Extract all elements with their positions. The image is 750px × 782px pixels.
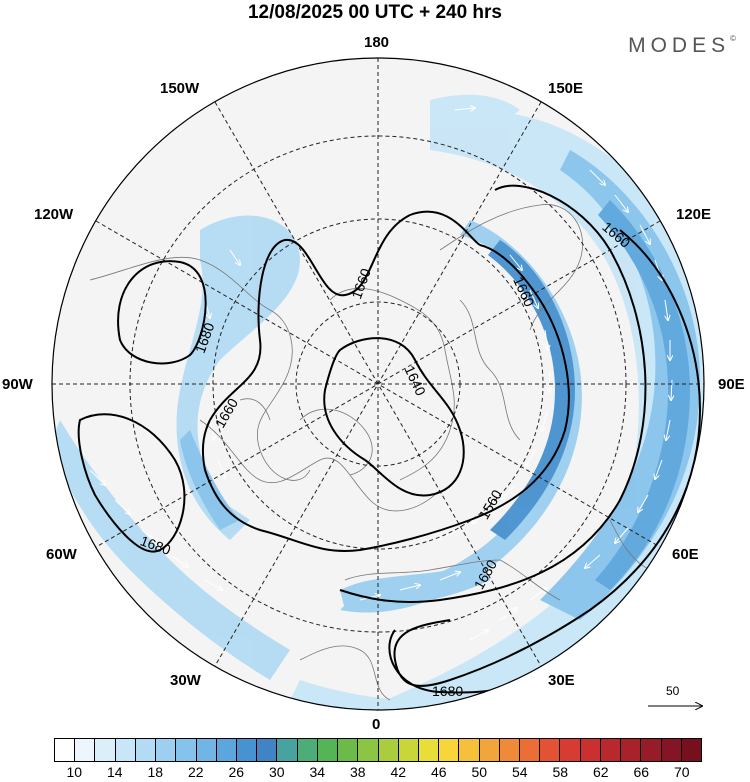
lon-label-0: 0 [372,716,381,733]
colorbar-cell [156,739,177,761]
colorbar-labels: 10 14 18 22 26 30 34 38 42 46 50 54 58 62 66 70 [54,764,702,780]
contour-label: 1680 [432,683,463,699]
colorbar-cell [358,739,379,761]
colorbar-tick-label: 58 [552,764,569,780]
contour-1680-atlantic [77,413,186,553]
colorbar-cell [135,739,157,761]
colorbar-cell [216,739,237,761]
colorbar-tick-label: 66 [633,764,650,780]
colorbar-cell [540,739,561,761]
colorbar-cell [115,739,136,761]
logo-text: MODES [628,34,731,57]
jet-atlantic [180,430,240,530]
lon-label-120e: 120E [676,206,712,223]
colorbar-cell [641,739,662,761]
jet-north-africa [290,680,520,710]
colorbar-cell [176,739,197,761]
contour-1680-pacific [117,260,207,365]
colorbar-cell [499,739,521,761]
lon-label-30w: 30W [170,672,201,689]
contour-1640-vortex [323,337,465,497]
jet-inner-asia-core [488,240,575,540]
colorbar-cell [338,739,359,761]
lon-label-150e: 150E [548,80,584,97]
colorbar [54,738,702,762]
lon-label-60w: 60W [46,546,77,563]
colorbar-cell [378,739,399,761]
jet-atlantic-west [52,420,290,680]
colorbar-tick-label: 22 [187,764,204,780]
colorbar-cell [560,739,581,761]
colorbar-cell [459,739,480,761]
contour-1660-east-jet [339,184,647,603]
colorbar-cell [196,739,217,761]
colorbar-tick-label: 18 [147,764,164,780]
colorbar-cell [661,739,682,761]
colorbar-cell [297,739,318,761]
colorbar-tick-label: 70 [673,764,690,780]
contour-1660-north-america [209,210,481,421]
wind-vectors [89,108,672,641]
colorbar-cell [277,739,298,761]
colorbar-cell [580,739,601,761]
logo-copyright-mark: © [730,34,736,43]
graticule [52,58,704,710]
modes-logo: MODES© [628,34,736,58]
lon-label-90e: 90E [718,376,745,393]
map-border [51,57,705,711]
colorbar-tick-label: 14 [106,764,123,780]
lon-label-180: 180 [364,34,390,51]
colorbar-tick-label: 38 [349,764,366,780]
colorbar-cell [600,739,622,761]
colorbar-cell [398,739,419,761]
colorbar-tick-label: 26 [228,764,245,780]
colorbar-cell [317,739,339,761]
contour-1560-siberia [201,244,570,552]
colorbar-tick-label: 42 [390,764,407,780]
colorbar-tick-label: 10 [66,764,83,780]
colorbar-cell [479,739,500,761]
colorbar-cell [681,739,701,761]
lon-label-60e: 60E [672,546,699,563]
coastlines [89,204,651,701]
colorbar-cell [75,739,96,761]
reference-vector-label: 50 [666,684,680,698]
colorbar-cell [95,739,116,761]
colorbar-cell [55,739,76,761]
height-contours [77,184,702,694]
lon-label-150w: 150W [160,80,200,97]
jet-east-siberia-max [595,200,690,590]
reference-vector: 50 [646,684,706,714]
jet-north-america [176,215,300,541]
colorbar-cell [236,739,258,761]
colorbar-tick-label: 62 [592,764,609,780]
map-title: 12/08/2025 00 UTC + 240 hrs [247,2,503,23]
colorbar-tick-label: 50 [471,764,488,780]
contour-1680-outer [393,229,702,687]
map-disc: 1680 1660 1660 1640 1660 1660 1560 1680 … [52,58,704,710]
lon-label-90w: 90W [2,376,33,393]
colorbar-cell [418,739,440,761]
reference-vector-arrow [648,684,706,714]
colorbar-tick-label: 54 [511,764,528,780]
colorbar-tick-label: 34 [309,764,326,780]
lon-label-120w: 120W [34,206,74,223]
colorbar-cell [439,739,460,761]
colorbar-cell [257,739,278,761]
lon-label-30e: 30E [548,672,575,689]
colorbar-tick-label: 30 [268,764,285,780]
colorbar-cell [621,739,642,761]
colorbar-tick-label: 46 [430,764,447,780]
colorbar-cell [520,739,541,761]
